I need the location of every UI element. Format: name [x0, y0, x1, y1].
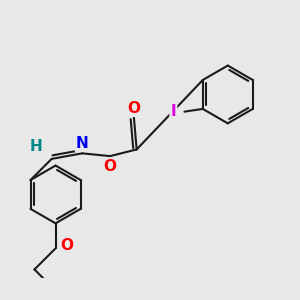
Text: O: O [60, 238, 73, 253]
Text: N: N [76, 136, 88, 151]
Text: H: H [30, 139, 43, 154]
Text: I: I [170, 104, 176, 119]
Text: O: O [128, 101, 140, 116]
Text: O: O [103, 159, 116, 174]
